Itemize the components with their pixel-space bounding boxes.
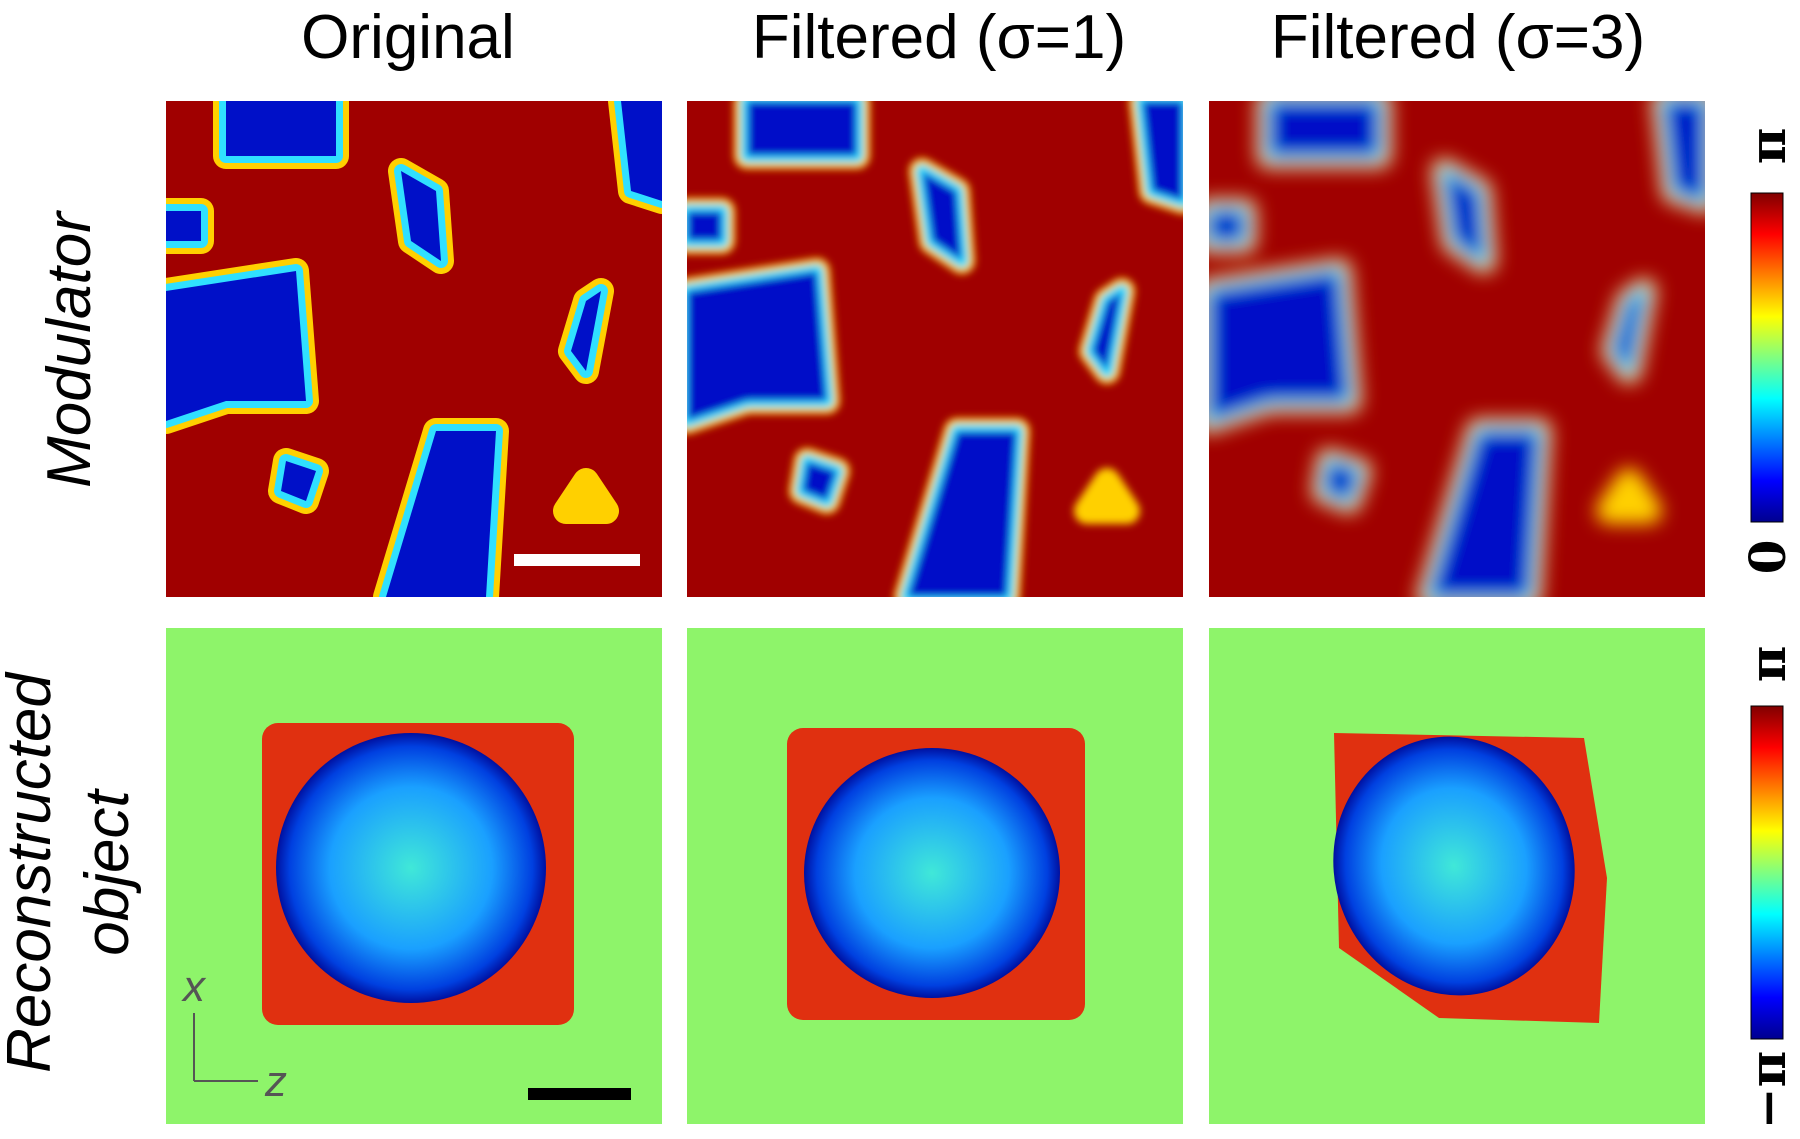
column-title: Filtered (σ=1) [752,3,1126,72]
modulator-panel [687,101,1183,597]
column-title: Filtered (σ=3) [1271,3,1645,72]
axis-label: x [181,962,207,1011]
row-label: Reconstructed [0,671,64,1073]
row-label: object [73,788,142,956]
axis-label: z [264,1057,287,1106]
colorbar-label: π [1738,646,1797,683]
colorbar-label: π [1738,128,1797,165]
scale-bar [514,554,640,566]
reconstruction-panel [1209,628,1705,1124]
reconstruction-panel [687,628,1183,1124]
modulator-panel [1209,101,1705,597]
colorbar [1750,192,1784,523]
colorbar [1750,705,1784,1040]
modulator-panel [166,101,662,597]
scale-bar [528,1088,631,1100]
reconstruction-panel: x z [166,628,662,1124]
row-label: Modulator [35,210,104,488]
colorbar-label: 0 [1738,540,1797,575]
colorbar-label: −π [1738,1051,1797,1130]
column-title: Original [301,3,515,72]
